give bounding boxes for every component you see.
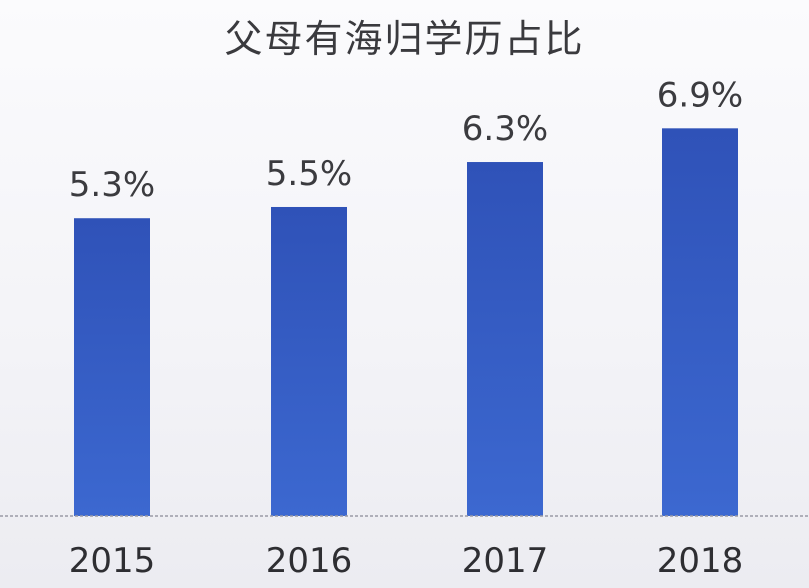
labels-group: 5.3% 2015 5.5% 2016 6.3% 2017 6.9% 2018 <box>69 75 744 581</box>
x-tick-label-2018: 2018 <box>657 541 744 581</box>
x-tick-label-2016: 2016 <box>266 541 353 581</box>
bar-2016 <box>271 206 347 517</box>
value-label-2015: 5.3% <box>69 165 155 205</box>
value-label-2016: 5.5% <box>266 154 352 194</box>
value-label-2018: 6.9% <box>657 75 743 115</box>
value-label-2017: 6.3% <box>462 109 548 149</box>
chart-title: 父母有海归学历占比 <box>224 17 585 61</box>
bar-2015 <box>74 218 150 516</box>
x-tick-label-2017: 2017 <box>462 541 549 581</box>
x-tick-label-2015: 2015 <box>69 541 156 581</box>
bars-group <box>74 128 738 517</box>
bar-2018 <box>662 128 738 516</box>
bar-2017 <box>467 162 543 516</box>
